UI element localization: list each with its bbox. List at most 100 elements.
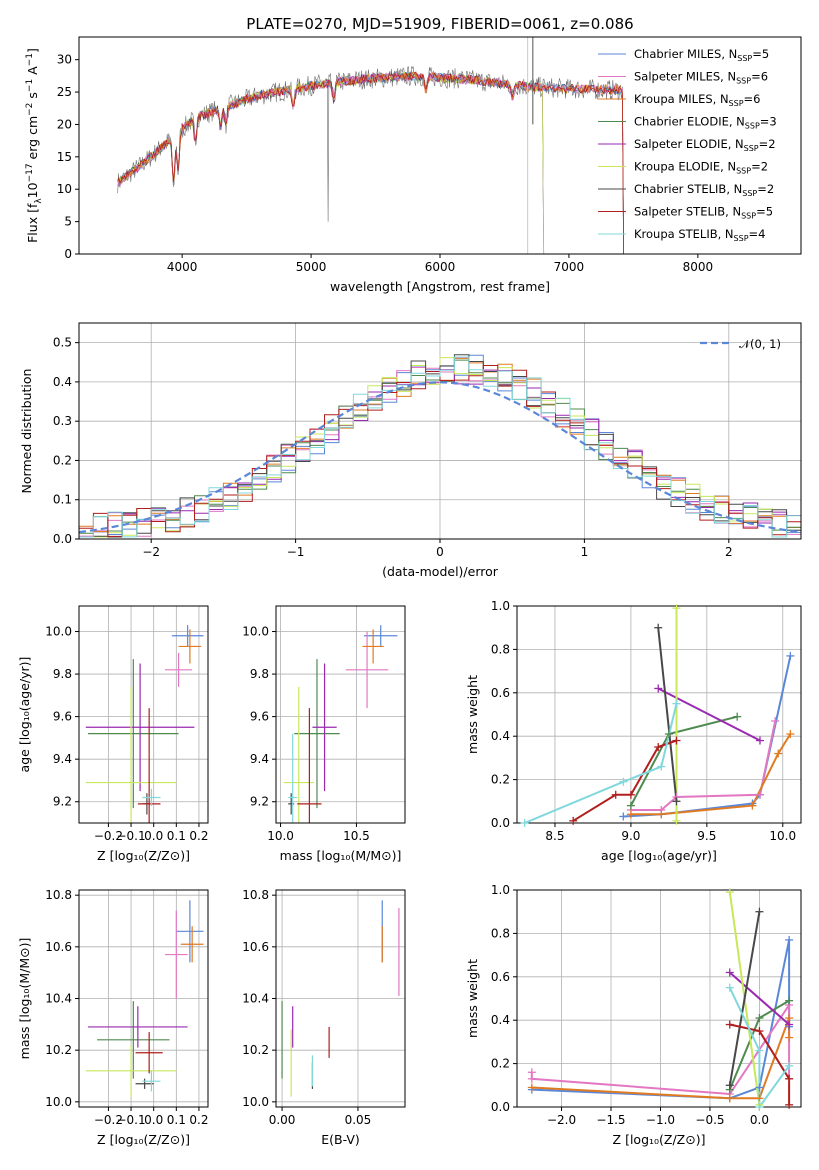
legend-n: =6 [744,92,761,106]
y-tick-label: 0.3 [53,414,72,428]
legend-sub: SSP [742,189,757,198]
y-tick-label: 15 [57,150,72,164]
grid [79,890,208,1107]
legend-sub: SSP [736,77,751,86]
x-tick-label: 0.05 [345,1113,372,1127]
weight-series [728,911,761,1086]
legend-entry: Kroupa MILES, NSSP=6 [634,92,760,108]
x-tick-label: −0.2 [94,1113,123,1127]
y-tick-label: 1.0 [491,883,510,897]
y-tick-label: 0.2 [53,453,72,467]
legend-n: =5 [752,47,769,61]
normal-curve [79,381,801,534]
legend-text: Chabrier ELODIE, N [634,115,745,129]
chart-title: PLATE=0270, MJD=51909, FIBERID=0061, z=0… [246,15,633,33]
y-tick-label: 10.6 [242,940,269,954]
x-tick-label: 0.0 [144,1113,163,1127]
y-tick-label: 0.0 [491,1100,510,1114]
legend-n: =6 [751,70,768,84]
y-tick-label: 10.0 [242,625,269,639]
x-tick-label: 0.1 [167,1113,186,1127]
legend-text: Kroupa STELIB, N [634,227,734,241]
weight-series [630,733,792,816]
legend-sub: SSP [741,212,756,221]
plot-area [524,608,792,823]
legend-n: =3 [760,115,777,129]
x-tick-label: −0.2 [94,829,123,843]
y-tick-label: 0.2 [491,1057,510,1071]
x-tick-label: 9.0 [621,829,640,843]
y-tick-label: 0.6 [491,970,510,984]
weight-series [728,987,790,1107]
y-tick-label: 10.2 [242,1043,269,1057]
axes-frame [516,889,802,1108]
axes-frame [78,605,209,824]
x-tick-label: 0.1 [167,829,186,843]
panel-weight-vs-age: 8.5 9.0 9.5 10.0 0.0 0.2 0.4 0.6 0.8 1.0 age [log₁… [465,599,802,863]
y-tick-label: 10.0 [242,1095,269,1109]
legend-entry: Salpeter MILES, NSSP=6 [634,70,768,86]
model-spectrum [117,70,624,254]
x-tick-label: 7000 [554,260,585,274]
model-spectrum [117,72,624,254]
y-tick-label: 0.4 [491,729,510,743]
model-spectrum [117,70,545,254]
model-spectrum [117,70,624,254]
y-axis-label: mass [log₁₀(M/M⊙)] [17,938,32,1060]
plot-area [283,625,398,823]
y-tick-label: 9.8 [53,667,72,681]
legend-entry: Salpeter STELIB, NSSP=5 [634,205,773,221]
x-tick-label: 8000 [683,260,714,274]
y-tick-label: 9.2 [53,795,72,809]
legend-sub: SSP [737,54,752,63]
y-tick-label: 9.4 [53,752,72,766]
observed-spectrum [117,65,624,222]
y-tick-label: 0.6 [491,686,510,700]
legend-sub: SSP [734,234,749,243]
y-axis-label-part: Flux [f [25,203,40,243]
legend-text: Salpeter ELODIE, N [634,137,744,151]
legend-sub: SSP [736,167,751,176]
y-axis-label-part: erg cm [25,116,40,164]
x-tick-label: 4000 [167,260,198,274]
legend-n: =2 [751,160,768,174]
legend-sub: SSP [744,144,759,153]
x-tick-label: 5000 [296,260,327,274]
x-axis-label: mass [log₁₀(M/M⊙)] [280,848,402,863]
y-axis-label-part: A [25,66,40,79]
y-axis-label: age [log₁₀(age/yr)] [17,657,32,773]
panel-age-vs-Z: −0.2−0.10.0 0.1 0.2 9.2 9.4 9.6 9.8 10.0 Z [log₁… [17,605,209,863]
weight-series [657,687,761,742]
legend-entry: 𝒩(0, 1) [739,337,781,351]
model-spectrum [117,71,624,254]
x-tick-label: −1.5 [596,1113,625,1127]
x-tick-label: 0 [436,545,444,559]
legend-n: =2 [757,182,774,196]
axes-frame [78,889,209,1108]
y-tick-label: 0.0 [491,816,510,830]
y-tick-label: 10.6 [45,940,72,954]
grid [79,606,208,823]
legend-n: =4 [749,227,766,241]
x-axis-label: Z [log₁₀(Z/Z⊙)] [613,1132,706,1147]
x-axis-label: age [log₁₀(age/yr)] [601,848,717,863]
y-tick-label: 5 [64,215,72,229]
panel-weight-vs-Z: −2.0 −1.5 −1.0 −0.5 0.0 0.0 0.2 0.4 0.6 0.8 1.0 Z [… [465,883,802,1147]
y-tick-label: 10.4 [45,992,72,1006]
y-tick-label: 10.8 [45,888,72,902]
y-tick-label: 10 [57,182,72,196]
legend-entry: Chabrier STELIB, NSSP=2 [634,182,774,198]
x-tick-label: 0.0 [144,829,163,843]
y-axis-label: Flux [fλ10−17 erg cm−2 s−1 A−1] [25,48,44,243]
y-tick-label: 0.5 [53,336,72,350]
model-spectrum [117,71,624,254]
y-tick-label: 25 [57,85,72,99]
y-tick-label: 9.4 [250,752,269,766]
legend-entry: Salpeter ELODIE, NSSP=2 [634,137,776,153]
legend-text: Salpeter STELIB, N [634,205,741,219]
model-spectrum [117,70,545,254]
x-tick-label: 8.5 [545,829,564,843]
y-axis-label-part: λ [34,198,44,204]
y-tick-label: 0.2 [491,773,510,787]
y-tick-label: 0.4 [53,375,72,389]
